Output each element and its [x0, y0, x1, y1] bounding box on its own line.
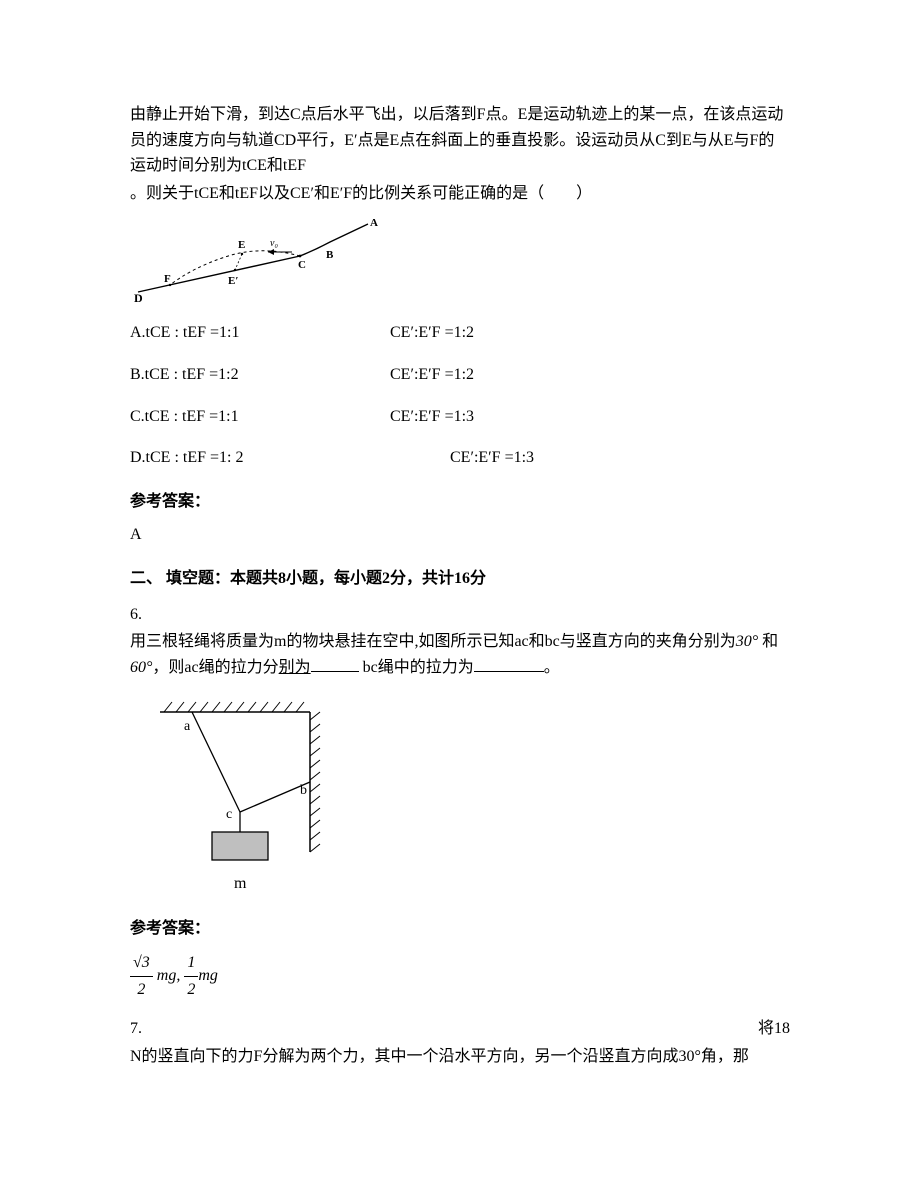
- label-Ep: E′: [228, 275, 238, 287]
- label-v0: v₀: [270, 238, 278, 249]
- q6-ans-num1: √3: [130, 950, 153, 977]
- q6-body-a: 用三根轻绳将质量为m的物块悬挂在空中,如图所示已知ac和bc与竖直方向的夹角分别…: [130, 633, 736, 650]
- q6-blank-2: [474, 655, 544, 672]
- label-a: a: [184, 719, 191, 734]
- q5-option-c: C.tCE : tEF =1:1 CE′:E′F =1:3: [130, 404, 790, 430]
- label-B: B: [326, 249, 334, 261]
- q6-blank-1: [311, 655, 359, 672]
- q5-option-d: D.tCE : tEF =1: 2 CE′:E′F =1:3: [130, 445, 790, 471]
- q5-option-a: A.tCE : tEF =1:1 CE′:E′F =1:2: [130, 320, 790, 346]
- q5-figure: D F E′ E v₀ C B A: [130, 212, 790, 302]
- q5-option-b: B.tCE : tEF =1:2 CE′:E′F =1:2: [130, 362, 790, 388]
- q6-body-d: 。: [544, 659, 560, 676]
- q5-answer: A: [130, 522, 790, 548]
- q7-body: N的竖直向下的力F分解为两个力，其中一个沿水平方向，另一个沿竖直方向成30°角，…: [130, 1044, 790, 1070]
- label-A: A: [370, 217, 378, 229]
- q5-optD-left: D.tCE : tEF =1: 2: [130, 445, 390, 471]
- label-c: c: [226, 807, 232, 822]
- q6-number: 6.: [130, 602, 790, 628]
- q6-answer: √32 mg, 12mg: [130, 950, 790, 1002]
- q6-angle1: 30°: [736, 633, 758, 650]
- q5-options: A.tCE : tEF =1:1 CE′:E′F =1:2 B.tCE : tE…: [130, 320, 790, 470]
- q5-optD-right: CE′:E′F =1:3: [390, 445, 790, 471]
- label-F: F: [164, 273, 171, 285]
- section-2-title: 二、 填空题：本题共8小题，每小题2分，共计16分: [130, 566, 790, 592]
- q5-optB-right: CE′:E′F =1:2: [390, 362, 790, 388]
- q5-body-2: 。则关于tCE和tEF以及CE′和E′F的比例关系可能正确的是（ ）: [130, 181, 790, 207]
- label-m: m: [234, 875, 247, 892]
- q7-number: 7.: [130, 1016, 142, 1042]
- q5-optB-left: B.tCE : tEF =1:2: [130, 362, 390, 388]
- q5-optC-right: CE′:E′F =1:3: [390, 404, 790, 430]
- q5-optA-right: CE′:E′F =1:2: [390, 320, 790, 346]
- label-D: D: [134, 291, 143, 302]
- q6-body-b2: 别为: [279, 659, 311, 676]
- q6-body-c: bc绳中的拉力为: [359, 659, 474, 676]
- label-C: C: [298, 259, 306, 271]
- q6-body-b: ，则ac绳的拉力分: [152, 659, 278, 676]
- q5-body-1: 由静止开始下滑，到达C点后水平飞出，以后落到F点。E是运动轨迹上的某一点，在该点…: [130, 102, 790, 179]
- label-E: E: [238, 239, 245, 251]
- q5-optA-left: A.tCE : tEF =1:1: [130, 320, 390, 346]
- q6-ans-mg2: mg: [198, 967, 218, 984]
- label-b: b: [300, 783, 307, 798]
- q6-ans-den2: 2: [184, 977, 198, 1003]
- q6-ans-den1: 2: [130, 977, 153, 1003]
- q6-ans-num2: 1: [184, 950, 198, 977]
- q7-right: 将18: [758, 1016, 790, 1042]
- q6-body: 用三根轻绳将质量为m的物块悬挂在空中,如图所示已知ac和bc与竖直方向的夹角分别…: [130, 629, 790, 680]
- q6-angle2: 60°: [130, 659, 152, 676]
- q6-figure: a b c m: [150, 692, 790, 902]
- q6-answer-label: 参考答案：: [130, 916, 790, 942]
- q7-row: 7. 将18: [130, 1016, 790, 1042]
- q5-answer-label: 参考答案：: [130, 489, 790, 515]
- q6-ans-mg1: mg,: [153, 967, 181, 984]
- q6-and: 和: [758, 633, 778, 650]
- q5-optC-left: C.tCE : tEF =1:1: [130, 404, 390, 430]
